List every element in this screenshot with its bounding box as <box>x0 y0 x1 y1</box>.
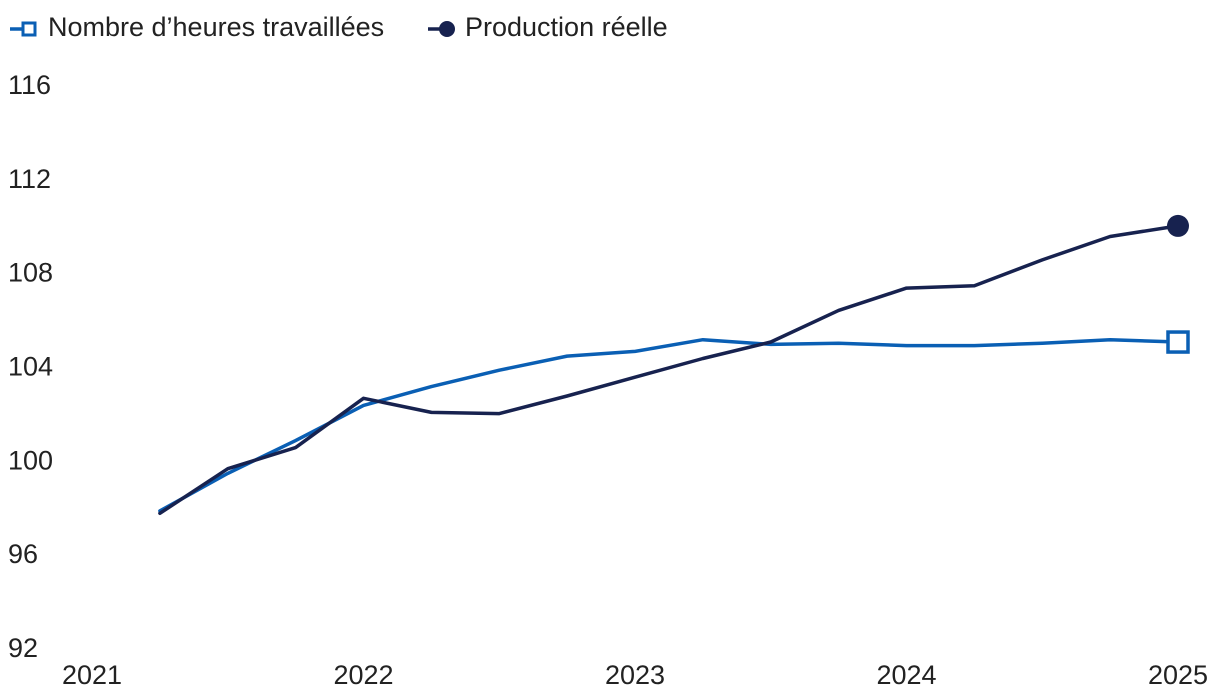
x-tick-label-2022: 2022 <box>333 660 393 690</box>
legend-label-hours: Nombre d’heures travaillées <box>48 12 384 42</box>
y-tick-label-116: 116 <box>8 70 51 100</box>
x-axis: 2021 2022 2023 2024 2025 <box>62 660 1208 690</box>
y-tick-label-112: 112 <box>8 164 51 194</box>
chart-legend: Nombre d’heures travaillées Production r… <box>10 12 668 42</box>
end-marker-square-0 <box>1166 330 1190 354</box>
y-axis: 116 112 108 104 100 96 92 <box>8 70 53 663</box>
y-tick-label-96: 96 <box>8 539 38 569</box>
y-tick-label-100: 100 <box>8 445 53 475</box>
legend-item-hours: Nombre d’heures travaillées <box>10 12 384 42</box>
legend-label-production: Production réelle <box>465 12 668 42</box>
y-tick-label-92: 92 <box>8 633 38 663</box>
y-tick-label-104: 104 <box>8 352 53 382</box>
legend-circle-marker-icon <box>439 21 455 37</box>
end-marker-circle-1 <box>1167 214 1189 237</box>
series-0 <box>158 330 1190 513</box>
legend-square-marker-icon <box>21 21 37 37</box>
x-tick-label-2024: 2024 <box>876 660 936 690</box>
legend-item-production: Production réelle <box>428 12 668 42</box>
x-tick-label-2025: 2025 <box>1148 660 1208 690</box>
y-tick-label-108: 108 <box>8 258 53 288</box>
series-line-0 <box>158 337 1180 513</box>
series-layer <box>158 214 1190 516</box>
x-tick-label-2023: 2023 <box>605 660 665 690</box>
series-1 <box>158 214 1189 516</box>
x-tick-label-2021: 2021 <box>62 660 122 690</box>
series-line-1 <box>158 224 1180 516</box>
